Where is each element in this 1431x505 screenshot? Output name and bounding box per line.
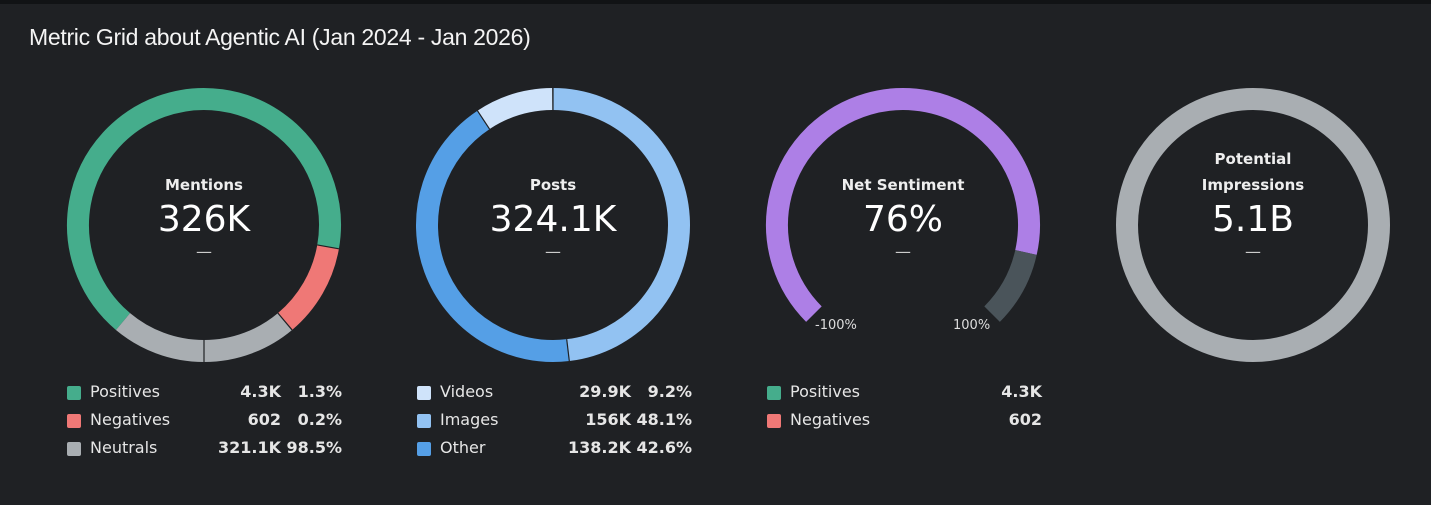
impressions-ring (1116, 88, 1390, 362)
legend-label: Positives (790, 382, 861, 401)
legend-label: Negatives (90, 410, 171, 429)
swatch (767, 386, 781, 400)
impressions-value: 5.1B (1212, 199, 1294, 240)
segment-separator (476, 110, 491, 130)
top-border (0, 0, 1431, 4)
swatch (67, 386, 81, 400)
legend-row-positives: Positives 4.3K (767, 380, 1042, 408)
impressions-label: Potential Impressions (1201, 150, 1305, 194)
legend-row-other: Other 138.2K 42.6% (417, 436, 692, 464)
mentions-change: — (196, 242, 212, 261)
sentiment-legend: Positives 4.3K Negatives 602 (767, 380, 1042, 436)
swatch (417, 414, 431, 428)
legend-label: Neutrals (90, 438, 158, 457)
legend-count: 602 (247, 410, 281, 429)
legend-row-videos: Videos 29.9K 9.2% (417, 380, 692, 408)
gauge-max-label: 100% (953, 318, 991, 333)
legend-label: Negatives (790, 410, 871, 429)
legend-count: 602 (1008, 410, 1042, 429)
mentions-arc-positives (67, 88, 341, 330)
posts-arc-videos (477, 88, 553, 130)
legend-label: Positives (90, 382, 161, 401)
legend-percent: 0.2% (297, 410, 342, 429)
legend-percent: 42.6% (636, 438, 692, 457)
posts-label: Posts (529, 176, 577, 194)
legend-row-negatives: Negatives 602 0.2% (67, 408, 342, 436)
legend-label: Other (440, 438, 486, 457)
gauge-min-label: -100% (815, 318, 857, 333)
legend-row-images: Images 156K 48.1% (417, 408, 692, 436)
mentions-label: Mentions (164, 176, 243, 194)
swatch (767, 414, 781, 428)
legend-percent: 9.2% (647, 382, 692, 401)
legend-row-neutrals: Neutrals 321.1K 98.5% (67, 436, 342, 464)
swatch (417, 442, 431, 456)
swatch (67, 414, 81, 428)
sentiment-center: Net Sentiment 76% — (793, 172, 1013, 262)
legend-percent: 98.5% (286, 438, 342, 457)
widget-title: Metric Grid about Agentic AI (Jan 2024 -… (29, 24, 531, 50)
legend-label: Videos (440, 382, 494, 401)
legend-row-negatives: Negatives 602 (767, 408, 1042, 436)
swatch (67, 442, 81, 456)
legend-count: 4.3K (240, 382, 281, 401)
posts-arc-other (416, 110, 570, 362)
legend-count: 156K (585, 410, 631, 429)
swatch (417, 386, 431, 400)
sentiment-gauge-fill (766, 88, 1040, 322)
legend-count: 321.1K (217, 438, 281, 457)
sentiment-change: — (895, 242, 911, 261)
posts-legend: Videos 29.9K 9.2% Images 156K 48.1% Other 138… (417, 380, 692, 464)
legend-label: Images (440, 410, 499, 429)
segment-separator (277, 312, 293, 331)
sentiment-label: Net Sentiment (841, 176, 965, 194)
mentions-value: 326K (157, 199, 251, 240)
posts-value: 324.1K (489, 199, 617, 240)
segment-separator (317, 244, 340, 250)
impressions-center: Potential Impressions 5.1B — (1143, 146, 1363, 262)
mentions-center: Mentions 326K — (94, 172, 314, 262)
legend-count: 29.9K (579, 382, 631, 401)
segment-separator (566, 339, 570, 362)
legend-count: 4.3K (1001, 382, 1042, 401)
legend-percent: 48.1% (636, 410, 692, 429)
mentions-arc-negatives (277, 244, 339, 330)
legend-count: 138.2K (567, 438, 631, 457)
posts-arc-images (552, 88, 690, 362)
sentiment-gauge-track (984, 249, 1037, 322)
posts-center: Posts 324.1K — (443, 172, 663, 262)
sentiment-value: 76% (862, 199, 943, 240)
legend-row-positives: Positives 4.3K 1.3% (67, 380, 342, 408)
impressions-change: — (1245, 242, 1261, 261)
mentions-legend: Positives 4.3K 1.3% Negatives 602 0.2% Neutr… (67, 380, 342, 464)
posts-change: — (545, 242, 561, 261)
legend-percent: 1.3% (297, 382, 342, 401)
